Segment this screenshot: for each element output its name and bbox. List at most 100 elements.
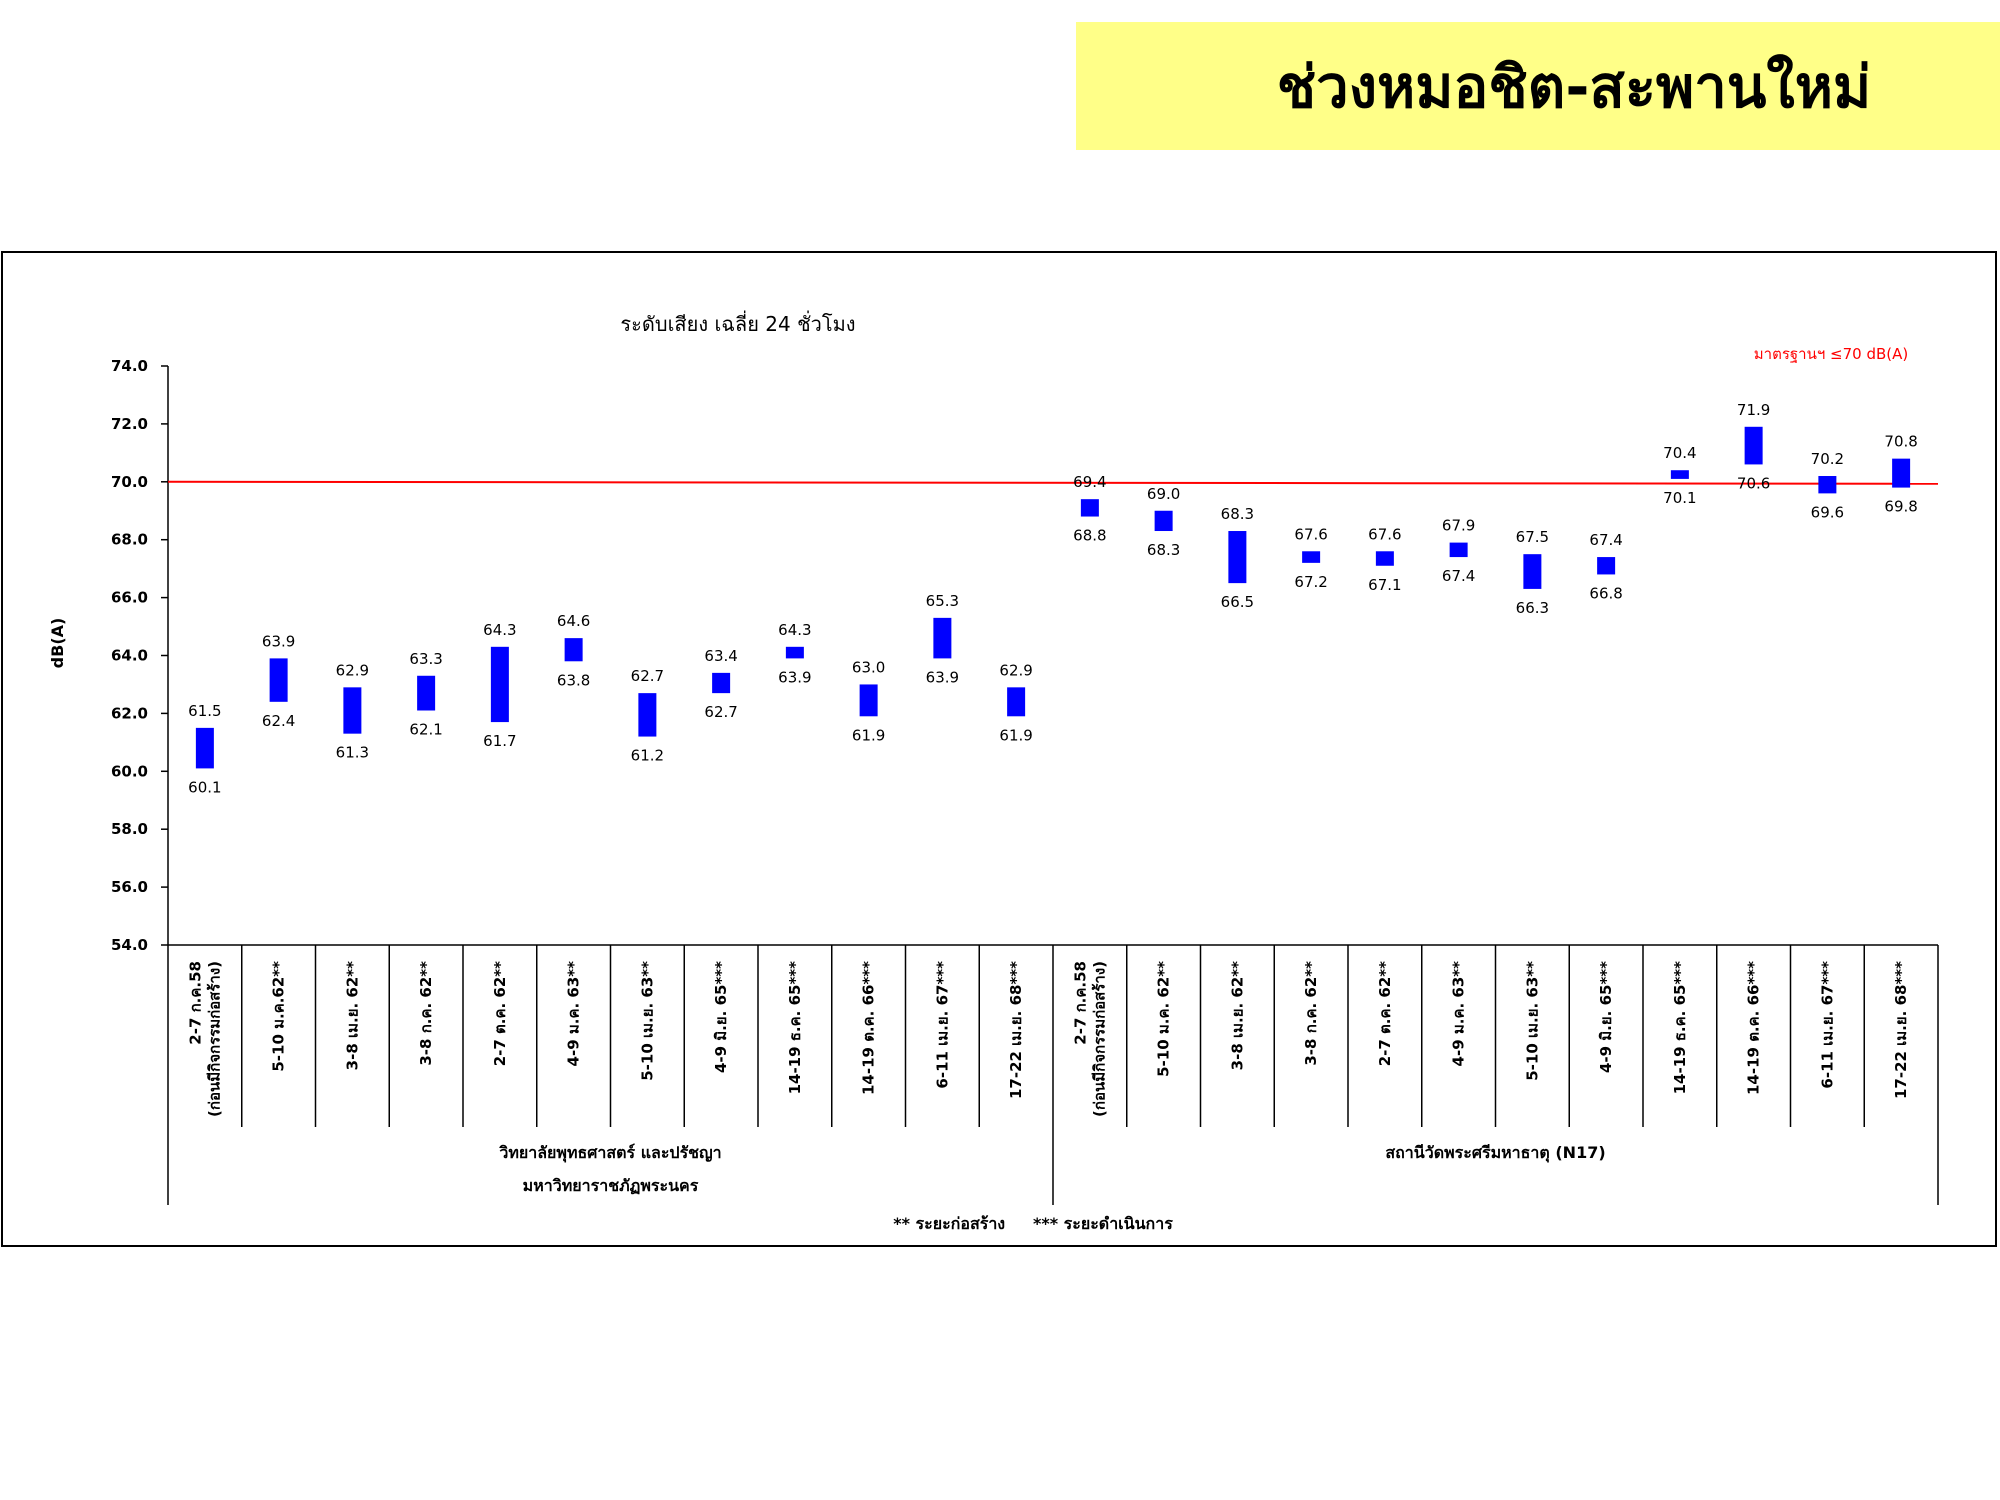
category-label: 6-11 เม.ย. 67*** <box>933 961 951 1089</box>
range-bar <box>785 646 804 659</box>
high-value-label: 61.5 <box>188 702 221 720</box>
range-bar <box>1007 687 1026 717</box>
chart-frame: ระดับเสียง เฉลี่ย 24 ชั่วโมง มาตรฐานฯ ≤7… <box>1 251 1997 1247</box>
high-value-label: 67.4 <box>1589 531 1622 549</box>
low-value-label: 61.3 <box>336 744 369 762</box>
high-value-label: 69.0 <box>1147 485 1180 503</box>
low-value-label: 69.8 <box>1884 498 1917 516</box>
high-value-label: 70.4 <box>1663 444 1696 462</box>
title-banner: ช่วงหมอชิต-สะพานใหม่ <box>1076 22 2000 150</box>
high-value-label: 65.3 <box>926 592 959 610</box>
high-value-label: 67.6 <box>1368 525 1401 543</box>
low-value-label: 61.9 <box>999 726 1032 744</box>
range-bar <box>1744 426 1763 465</box>
high-value-label: 63.0 <box>852 658 885 676</box>
y-tick-label: 62.0 <box>111 704 148 722</box>
category-label: 14-19 ต.ค. 66*** <box>860 961 878 1095</box>
low-value-label: 69.6 <box>1811 503 1844 521</box>
high-value-label: 63.3 <box>409 650 442 668</box>
range-bar <box>1818 476 1837 494</box>
category-label: 3-8 ก.ค. 62** <box>417 961 435 1066</box>
low-value-label: 67.4 <box>1442 567 1475 585</box>
category-label: 4-9 ม.ค. 63** <box>565 961 583 1067</box>
range-bar <box>1523 554 1542 589</box>
high-value-label: 64.6 <box>557 612 590 630</box>
range-bar <box>859 684 878 717</box>
low-value-label: 67.1 <box>1368 576 1401 594</box>
y-tick-label: 70.0 <box>111 473 148 491</box>
low-value-label: 60.1 <box>188 778 221 796</box>
group-label: วิทยาลัยพุทธศาสตร์ และปรัชญา <box>498 1143 721 1163</box>
high-value-label: 64.3 <box>778 621 811 639</box>
high-value-label: 62.9 <box>999 661 1032 679</box>
low-value-label: 66.8 <box>1589 584 1622 602</box>
category-label: 14-19 ธ.ค. 65*** <box>1671 961 1689 1095</box>
y-tick-label: 56.0 <box>111 878 148 896</box>
low-value-label: 67.2 <box>1294 573 1327 591</box>
group-label: สถานีวัดพระศรีมหาธาตุ (N17) <box>1385 1143 1605 1163</box>
category-label: 2-7 ก.ค.58 <box>1071 961 1089 1045</box>
range-bar <box>1154 510 1173 532</box>
low-value-label: 63.9 <box>778 668 811 686</box>
y-tick-label: 74.0 <box>111 357 148 375</box>
category-label: 6-11 เม.ย. 67*** <box>1818 961 1836 1089</box>
y-tick-label: 60.0 <box>111 762 148 780</box>
category-label: 5-10 ม.ค.62** <box>270 961 288 1072</box>
page-title: ช่วงหมอชิต-สะพานใหม่ <box>1276 52 1872 121</box>
category-label: 2-7 ก.ค.58 <box>186 961 204 1045</box>
range-bar <box>638 693 657 737</box>
low-value-label: 61.9 <box>852 726 885 744</box>
y-axis-label: dB(A) <box>48 618 67 669</box>
range-bar <box>712 672 731 694</box>
low-value-label: 63.9 <box>926 668 959 686</box>
noise-level-chart: ระดับเสียง เฉลี่ย 24 ชั่วโมง มาตรฐานฯ ≤7… <box>48 310 1939 1233</box>
high-value-label: 71.9 <box>1737 401 1770 419</box>
low-value-label: 61.2 <box>631 747 664 765</box>
category-label: 14-19 ธ.ค. 65*** <box>786 961 804 1095</box>
category-label: 17-22 เม.ย. 68*** <box>1007 961 1025 1099</box>
range-bar <box>269 658 288 702</box>
high-value-label: 63.4 <box>704 647 737 665</box>
high-value-label: 67.6 <box>1294 525 1327 543</box>
range-bar <box>343 687 362 734</box>
low-value-label: 68.8 <box>1073 527 1106 545</box>
category-label: 2-7 ต.ค. 62** <box>1376 961 1394 1066</box>
category-label: 5-10 ม.ค. 62** <box>1155 961 1173 1077</box>
range-bar <box>1080 499 1099 517</box>
high-value-label: 70.2 <box>1811 450 1844 468</box>
low-value-label: 70.1 <box>1663 489 1696 507</box>
category-label: 14-19 ต.ค. 66*** <box>1745 961 1763 1095</box>
range-bar <box>1597 557 1616 575</box>
category-label: (ก่อนมีกิจกรรมก่อสร้าง) <box>1090 961 1108 1117</box>
high-value-label: 63.9 <box>262 632 295 650</box>
chart-title: ระดับเสียง เฉลี่ย 24 ชั่วโมง <box>620 310 855 336</box>
high-value-label: 67.5 <box>1516 528 1549 546</box>
high-value-label: 62.9 <box>336 661 369 679</box>
high-value-label: 64.3 <box>483 621 516 639</box>
range-bar <box>195 727 214 769</box>
category-label: 3-8 เม.ย. 62** <box>343 961 361 1070</box>
high-value-label: 69.4 <box>1073 473 1106 491</box>
category-label: 4-9 มิ.ย. 65*** <box>1597 961 1615 1073</box>
category-label: (ก่อนมีกิจกรรมก่อสร้าง) <box>205 961 223 1117</box>
range-bar <box>1375 551 1394 566</box>
category-label: 5-10 เม.ย. 63** <box>638 961 656 1081</box>
range-bar <box>490 646 509 723</box>
category-label: 17-22 เม.ย. 68*** <box>1892 961 1910 1099</box>
range-bar <box>417 675 436 711</box>
low-value-label: 62.7 <box>704 703 737 721</box>
low-value-label: 62.1 <box>409 721 442 739</box>
y-tick-label: 64.0 <box>111 647 148 665</box>
range-bar <box>1449 542 1468 558</box>
low-value-label: 68.3 <box>1147 541 1180 559</box>
footnote: ** ระยะก่อสร้าง *** ระยะดำเนินการ <box>893 1214 1173 1233</box>
low-value-label: 66.5 <box>1221 593 1254 611</box>
range-bar <box>564 638 583 662</box>
low-value-label: 62.4 <box>262 712 295 730</box>
range-bar <box>1302 551 1321 563</box>
high-value-label: 68.3 <box>1221 505 1254 523</box>
range-bar <box>1892 458 1911 488</box>
category-label: 5-10 เม.ย. 63** <box>1523 961 1541 1081</box>
low-value-label: 61.7 <box>483 732 516 750</box>
category-label: 4-9 ม.ค. 63** <box>1450 961 1468 1067</box>
